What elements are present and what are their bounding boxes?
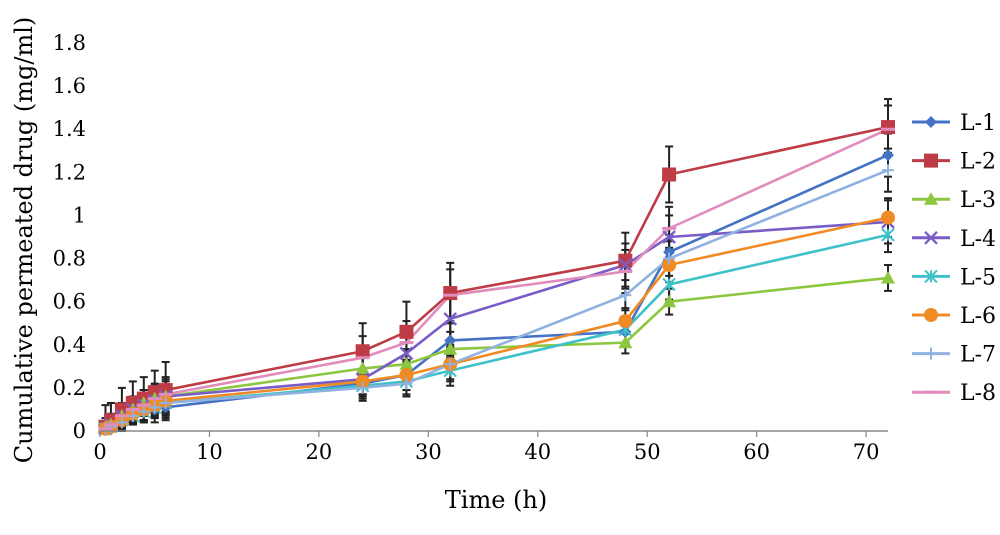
data-point-l-7 (159, 396, 172, 409)
x-stroke (924, 230, 938, 245)
legend-marker (925, 347, 937, 360)
data-point-l-7 (115, 416, 128, 429)
legend: L-1 L-2 L-3 L-4 L-5 L-6 L-7 L-8 (912, 111, 996, 406)
data-point-l-7 (137, 405, 150, 418)
data-point-l-4 (662, 230, 676, 244)
legend-marker (924, 192, 938, 205)
y-tick-label: 1 (73, 203, 86, 227)
data-point-l-5 (881, 228, 895, 242)
series-line-l-7 (104, 168, 889, 431)
legend-label: L-4 (960, 227, 996, 252)
data-point-l-3 (355, 361, 370, 375)
data-point-l-2 (443, 286, 458, 301)
data-point-l-2 (355, 344, 370, 359)
data-point-l-4 (443, 312, 458, 326)
y-tick-label: 0.4 (53, 333, 86, 357)
x-stroke (399, 346, 414, 361)
data-point-l-7 (882, 164, 894, 177)
x-stroke (618, 258, 633, 272)
data-point-l-3 (443, 342, 458, 355)
y-tick-label: 0.6 (53, 290, 86, 314)
data-point-l-6 (618, 314, 633, 329)
x-tick-label: 50 (634, 440, 661, 464)
legend-label: L-2 (960, 150, 996, 175)
legend-label: L-3 (960, 188, 996, 213)
legend-marker (924, 269, 938, 284)
x-axis-title: Time (h) (445, 486, 547, 514)
data-point-l-6 (355, 374, 370, 389)
data-point-l-7 (356, 381, 369, 394)
data-point-l-7 (663, 252, 676, 265)
x-tick-label: 10 (196, 440, 223, 464)
data-point-l-7 (619, 289, 632, 302)
data-point-l-6 (399, 367, 414, 382)
data-point-l-7 (444, 358, 457, 371)
data-point-l-7 (400, 377, 413, 390)
x-tick-label: 70 (853, 440, 880, 464)
y-tick-label: 1.8 (53, 31, 86, 55)
y-axis-title: Cumulative permeated drug (mg/ml) (10, 17, 38, 464)
series-line-l-2 (104, 125, 889, 428)
data-point-l-6 (881, 210, 895, 225)
legend-marker (924, 230, 938, 245)
legend-label: L-6 (960, 304, 996, 329)
data-point-l-1 (663, 246, 676, 259)
x-tick-label: 60 (743, 440, 770, 464)
legend-label: L-5 (960, 265, 996, 290)
x-stroke (443, 312, 458, 326)
y-tick-label: 0.2 (53, 376, 86, 400)
data-point-l-3 (881, 270, 895, 284)
y-tick-label: 0 (73, 419, 86, 443)
legend-marker (924, 153, 938, 168)
x-stroke (662, 230, 676, 244)
data-point-l-2 (662, 167, 677, 182)
legend-label: L-1 (960, 111, 996, 136)
data-point-l-3 (618, 335, 633, 349)
data-point-l-1 (444, 334, 457, 347)
x-tick-label: 0 (93, 440, 106, 464)
data-point-l-4 (399, 346, 414, 361)
x-tick-label: 30 (415, 440, 442, 464)
data-point-l-1 (882, 149, 894, 162)
data-point-l-2 (618, 253, 633, 268)
data-point-l-5 (662, 277, 676, 292)
data-point-l-7 (148, 401, 161, 414)
x-tick-label: 40 (524, 440, 551, 464)
data-point-l-3 (399, 357, 414, 370)
x-tick-label: 20 (306, 440, 333, 464)
y-tick-label: 1.4 (53, 117, 86, 141)
legend-label: L-7 (960, 343, 996, 368)
axes: 0 10 20 30 40 50 60 70 0 0.2 0.4 0.6 0.8 1 1.2 1.4 1.6 1.… (53, 31, 888, 464)
error-bars (101, 98, 892, 432)
legend-marker (925, 116, 937, 128)
y-tick-label: 1.6 (53, 74, 86, 98)
data-point-l-6 (662, 258, 677, 273)
y-tick-label: 1.2 (53, 160, 86, 184)
data-point-l-3 (662, 294, 677, 308)
series-line-l-8 (104, 128, 889, 430)
series-lines (104, 125, 889, 431)
data-point-l-2 (399, 324, 414, 339)
legend-label: L-8 (960, 381, 996, 406)
data-point-l-2 (881, 120, 895, 135)
legend-marker (924, 308, 938, 322)
y-tick-label: 0.8 (53, 247, 86, 271)
markers (98, 120, 895, 436)
data-point-l-4 (618, 258, 633, 272)
